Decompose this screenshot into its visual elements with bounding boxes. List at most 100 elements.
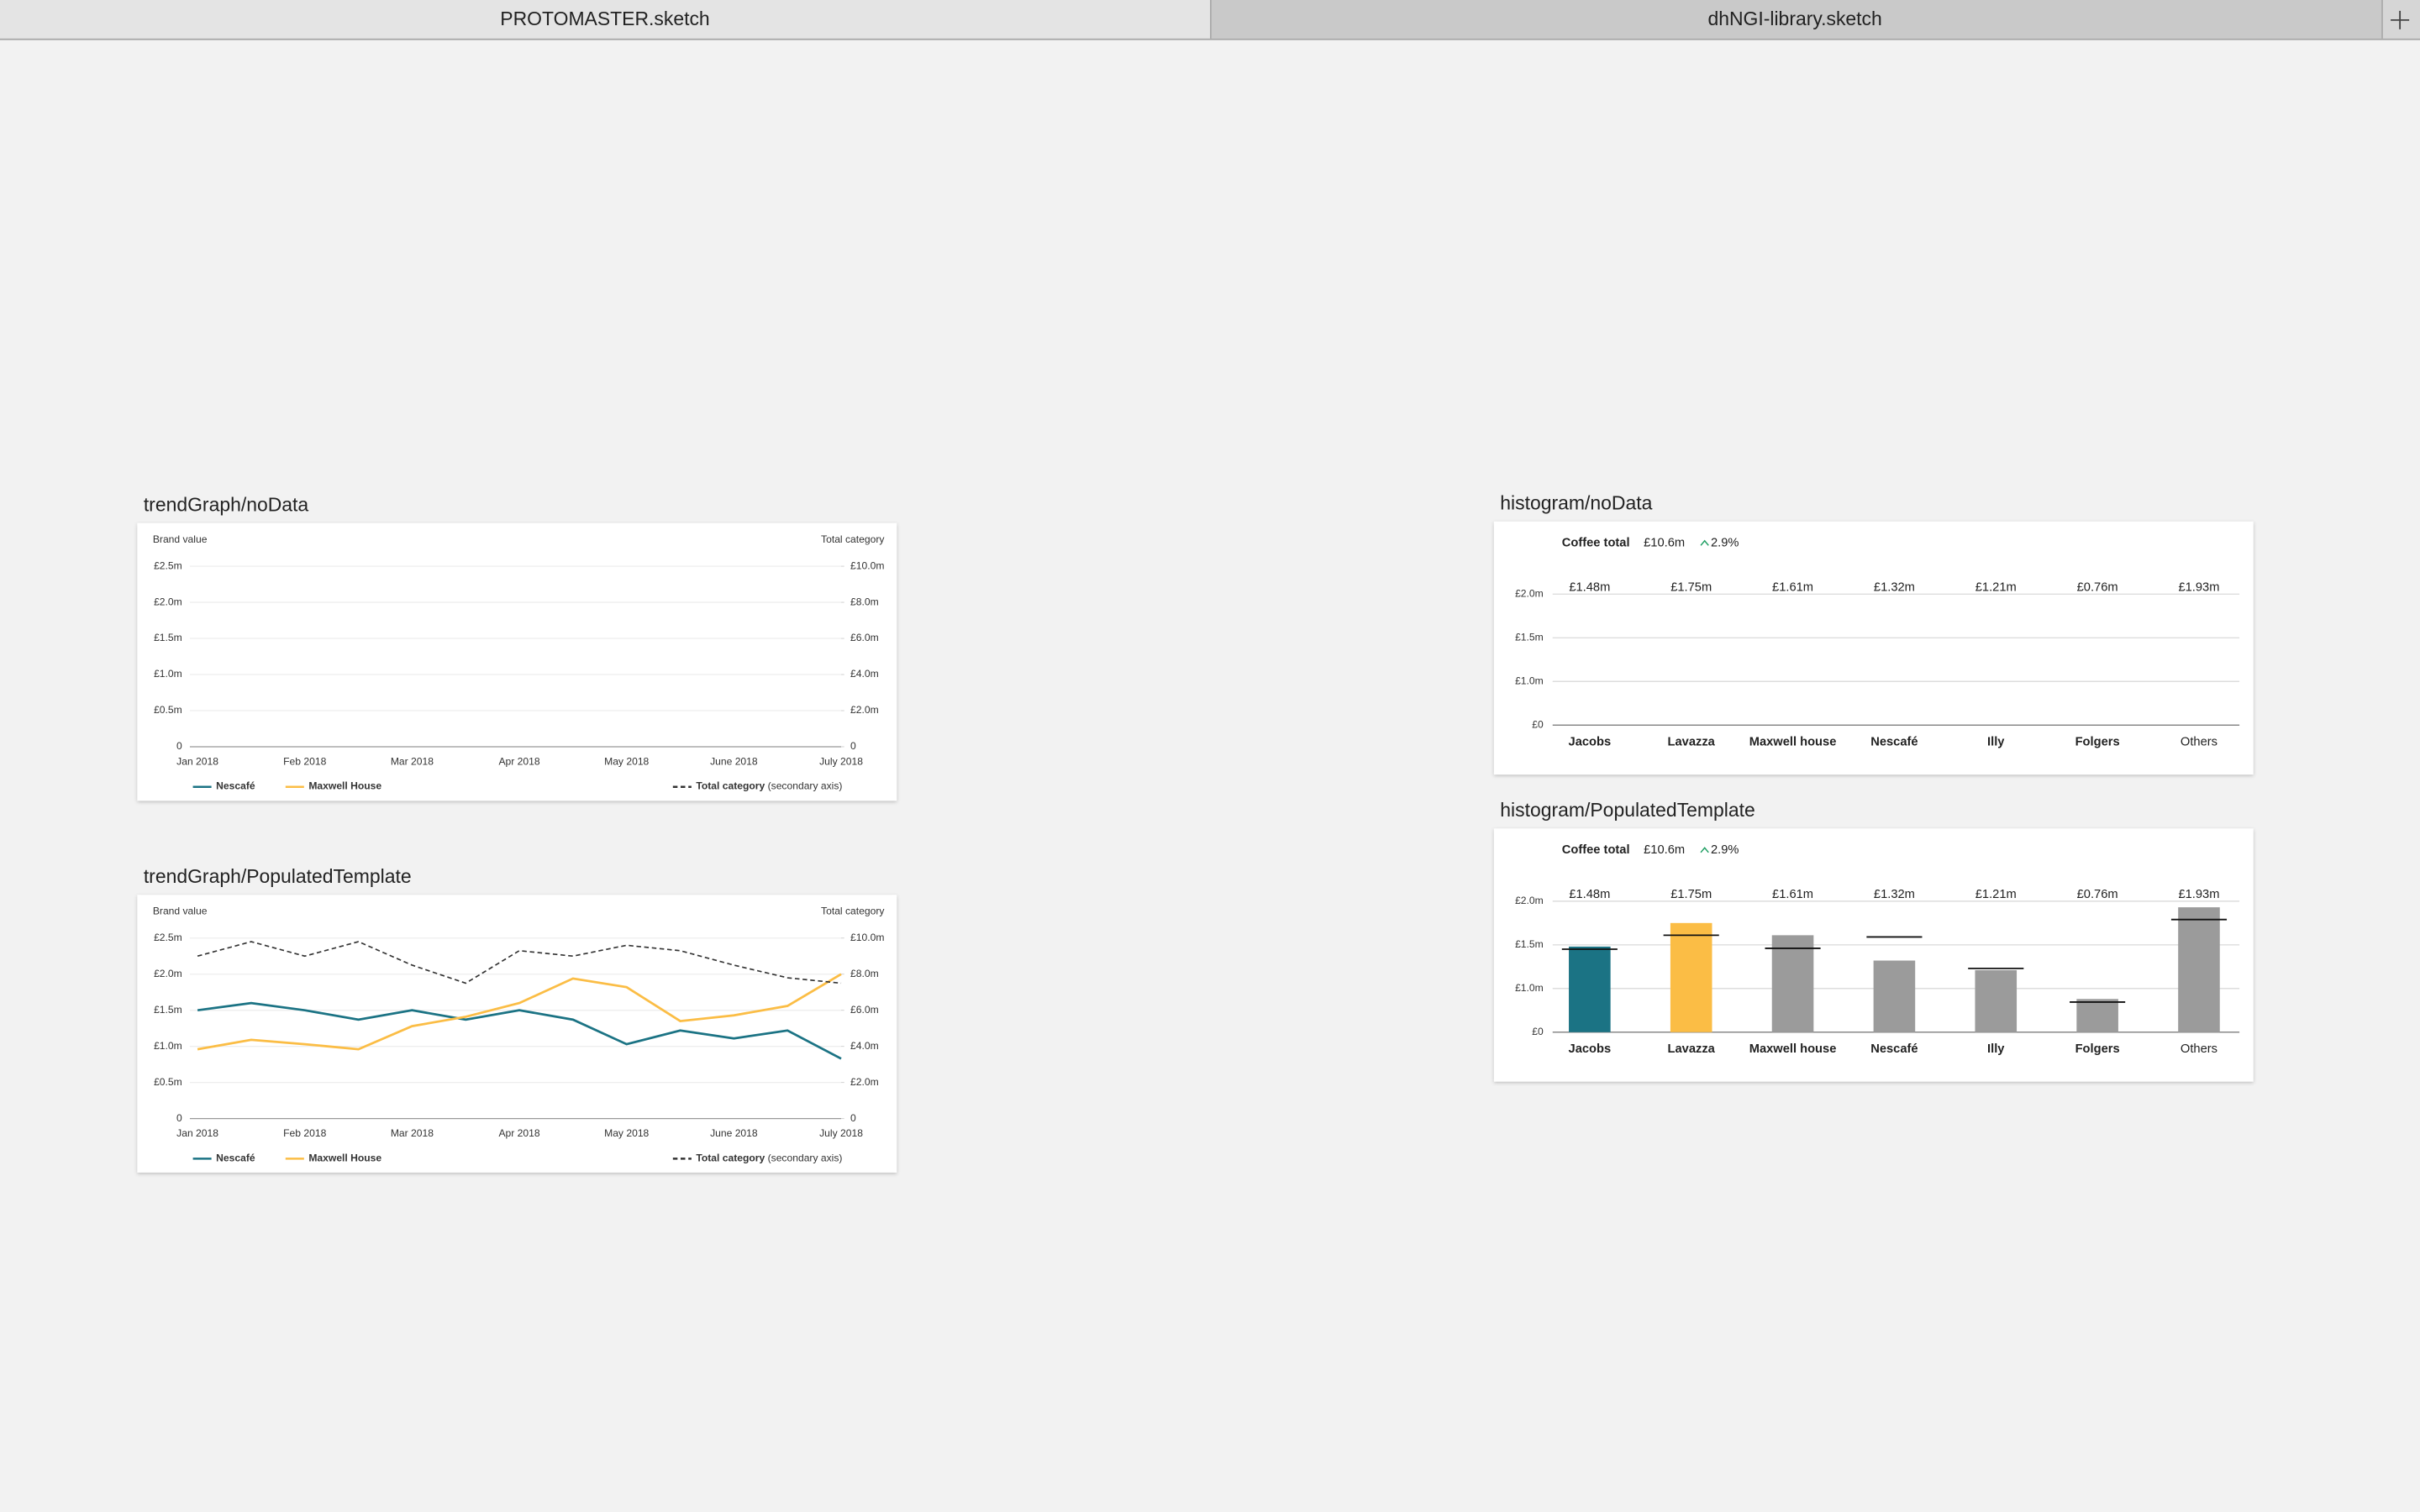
legend-label: Nescafé [216,1152,255,1164]
y2-tick-label: 0 [850,1112,856,1124]
legend-label: Maxwell House [308,780,381,792]
category-label: Maxwell house [1749,735,1837,748]
y-tick-label: £2.5m [154,559,182,571]
legend-name: Total category [696,780,765,792]
series-line [197,1001,842,1060]
category-label: Others [2181,735,2217,748]
axis-title: Brand value [153,906,208,917]
tab-title[interactable]: dhNGI-library.sketch [1707,8,1881,29]
y-tick-label: 0 [176,1112,182,1124]
value-label: £0.76m [2077,581,2118,595]
y-tick-label: £2.0m [154,596,182,607]
y-tick-label: £0.5m [154,1076,182,1088]
axis-title: Total category [821,533,885,545]
y-tick-label: £2.0m [1515,895,1544,906]
category-label: Illy [1987,735,2005,748]
y-tick-label: £0.5m [154,704,182,716]
y-tick-label: £1.5m [154,632,182,643]
y2-tick-label: £8.0m [850,968,879,979]
category-label: Nescafé [1870,1042,1918,1056]
legend-name: Nescafé [216,1152,255,1164]
category-label: Folgers [2075,1042,2120,1056]
y-tick-label: £2.5m [154,932,182,943]
value-label: £1.75m [1670,888,1712,901]
value-label: £1.48m [1569,888,1610,901]
legend-name: Maxwell House [308,780,381,792]
tab-title[interactable]: PROTOMASTER.sketch [500,8,709,29]
legend-note: (secondary axis) [768,780,843,792]
category-label: Jacobs [1569,1042,1612,1056]
x-tick-label: Mar 2018 [391,756,434,768]
value-label: £1.32m [1874,581,1915,595]
x-tick-label: May 2018 [604,1127,649,1139]
card [1493,521,2254,775]
value-label: £1.61m [1772,888,1813,901]
change-caret [1700,847,1709,853]
legend-label: Maxwell House [308,1152,381,1164]
change-caret [1700,539,1709,546]
category-label: Lavazza [1668,1042,1716,1056]
x-tick-label: July 2018 [819,756,863,768]
x-tick-label: Mar 2018 [391,1127,434,1139]
legend-name: Nescafé [216,780,255,792]
y2-tick-label: £6.0m [850,632,879,643]
value-label: £1.61m [1772,581,1813,595]
bar [1975,969,2018,1032]
axis-title: Total category [821,906,885,917]
tab-active[interactable] [0,0,1210,39]
tab[interactable] [1211,0,2382,39]
header-value: £10.6m [1644,536,1685,549]
plus-icon[interactable] [2391,10,2410,29]
header-value: £10.6m [1644,843,1685,857]
artboard-label: trendGraph/noData [144,494,309,516]
card [1493,828,2254,1082]
y2-tick-label: 0 [850,740,856,752]
y2-tick-label: £6.0m [850,1004,879,1016]
x-tick-label: Apr 2018 [498,756,539,768]
new-tab-button[interactable] [2382,0,2420,39]
value-label: £1.32m [1874,888,1915,901]
category-label: Jacobs [1569,735,1612,748]
y2-tick-label: £4.0m [850,668,879,680]
y-tick-label: £1.0m [154,1040,182,1052]
artboards: trendGraph/noData Brand value Total catego… [137,492,2254,1173]
legend-note: (secondary axis) [768,1152,843,1164]
bar [2076,999,2118,1032]
y2-tick-label: £10.0m [850,932,884,943]
y-tick-label: £2.0m [154,968,182,979]
category-label: Others [2181,1042,2217,1056]
legend-label: Total category (secondary axis) [696,780,842,792]
category-label: Maxwell house [1749,1042,1837,1056]
axis-title: Brand value [153,533,208,545]
x-tick-label: Apr 2018 [498,1127,539,1139]
artboard-label: histogram/PopulatedTemplate [1500,799,1754,821]
y2-tick-label: £10.0m [850,559,884,571]
category-label: Folgers [2075,735,2120,748]
y-tick-label: £1.5m [154,1004,182,1016]
y-tick-label: £1.0m [1515,982,1544,994]
y-tick-label: £0 [1532,718,1544,730]
artboard: histogram/PopulatedTemplate Coffee total £… [1493,799,2254,1082]
value-label: £1.48m [1569,581,1610,595]
bar [2178,907,2220,1032]
y2-tick-label: £8.0m [850,596,879,607]
value-label: £1.21m [1975,581,2017,595]
card [137,522,897,801]
artboard: trendGraph/PopulatedTemplate Brand value T… [137,865,897,1173]
series-line [197,973,842,1051]
value-label: £1.93m [2178,581,2219,595]
legend-name: Maxwell House [308,1152,381,1164]
y2-tick-label: £2.0m [850,1076,879,1088]
x-tick-label: Jan 2018 [176,1127,218,1139]
bar [1569,946,1611,1032]
header-label: Coffee total [1562,536,1630,549]
category-label: Lavazza [1668,735,1716,748]
x-tick-label: July 2018 [819,1127,863,1139]
legend-label: Total category (secondary axis) [696,1152,842,1164]
x-tick-label: June 2018 [710,1127,758,1139]
header-change: 2.9% [1711,843,1739,857]
y-tick-label: £1.0m [154,668,182,680]
artboard: trendGraph/noData Brand value Total catego… [137,494,897,801]
series-line [197,941,842,984]
